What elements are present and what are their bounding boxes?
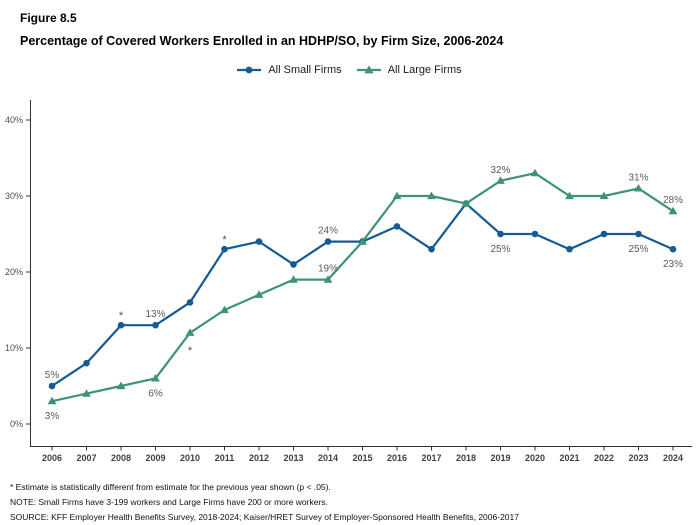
svg-text:*: * xyxy=(222,234,227,246)
large-firms-marker-icon xyxy=(356,65,381,74)
svg-text:*: * xyxy=(188,345,193,357)
series-small-firms xyxy=(48,200,677,390)
svg-text:32%: 32% xyxy=(490,165,510,176)
point-labels: 5% 3% 13% 6% 24% 19% 25% 32% 25% 31% 23% 28% xyxy=(45,165,683,422)
legend-item-large-firms: All Large Firms xyxy=(356,64,462,76)
footnote-note: NOTE: Small Firms have 3-199 workers and… xyxy=(10,497,328,507)
legend-label-large-firms: All Large Firms xyxy=(387,64,462,76)
svg-text:2013: 2013 xyxy=(283,453,303,463)
footnotes: * Estimate is statistically different fr… xyxy=(10,480,519,525)
svg-text:2021: 2021 xyxy=(559,453,579,463)
series-large-firms xyxy=(47,168,678,405)
footnote-source: SOURCE: KFF Employer Health Benefits Sur… xyxy=(10,512,519,522)
svg-text:5%: 5% xyxy=(45,370,60,381)
legend-item-small-firms: All Small Firms xyxy=(236,64,342,76)
chart-title: Percentage of Covered Workers Enrolled i… xyxy=(20,34,504,48)
svg-text:2019: 2019 xyxy=(490,453,510,463)
svg-text:30%: 30% xyxy=(5,191,23,201)
svg-text:25%: 25% xyxy=(490,244,510,255)
svg-text:20%: 20% xyxy=(5,267,23,277)
x-axis: 2006 2007 2008 2009 2010 2011 2012 2013 2014 2015… xyxy=(30,446,692,463)
svg-text:10%: 10% xyxy=(5,343,23,353)
legend: All Small Firms All Large Firms xyxy=(0,64,698,76)
svg-text:2006: 2006 xyxy=(42,453,62,463)
svg-text:2024: 2024 xyxy=(663,453,683,463)
svg-text:2008: 2008 xyxy=(111,453,131,463)
svg-text:19%: 19% xyxy=(318,264,338,275)
svg-text:2014: 2014 xyxy=(318,453,338,463)
svg-text:24%: 24% xyxy=(318,226,338,237)
y-axis: 0% 10% 20% 30% 40% xyxy=(5,100,31,447)
svg-text:13%: 13% xyxy=(145,309,165,320)
svg-text:2015: 2015 xyxy=(352,453,372,463)
svg-text:40%: 40% xyxy=(5,115,23,125)
chart-header: Figure 8.5 Percentage of Covered Workers… xyxy=(20,11,503,48)
svg-text:2023: 2023 xyxy=(628,453,648,463)
svg-text:6%: 6% xyxy=(148,388,163,399)
svg-text:0%: 0% xyxy=(10,419,23,429)
svg-text:2010: 2010 xyxy=(180,453,200,463)
svg-text:25%: 25% xyxy=(628,244,648,255)
svg-text:2007: 2007 xyxy=(76,453,96,463)
svg-text:2020: 2020 xyxy=(525,453,545,463)
svg-text:*: * xyxy=(119,310,124,322)
svg-text:28%: 28% xyxy=(663,195,683,206)
svg-text:2022: 2022 xyxy=(594,453,614,463)
svg-text:2016: 2016 xyxy=(387,453,407,463)
legend-label-small-firms: All Small Firms xyxy=(268,64,342,76)
svg-text:31%: 31% xyxy=(628,172,648,183)
figure-label: Figure 8.5 xyxy=(20,11,77,25)
svg-text:23%: 23% xyxy=(663,259,683,270)
svg-text:2012: 2012 xyxy=(249,453,269,463)
significance-markers: * * * xyxy=(119,234,228,357)
svg-text:2018: 2018 xyxy=(456,453,476,463)
footnote-significance: * Estimate is statistically different fr… xyxy=(10,482,331,492)
svg-text:2009: 2009 xyxy=(145,453,165,463)
svg-text:2017: 2017 xyxy=(421,453,441,463)
small-firms-marker-icon xyxy=(237,66,262,74)
svg-text:3%: 3% xyxy=(45,411,60,422)
svg-text:2011: 2011 xyxy=(215,453,235,463)
